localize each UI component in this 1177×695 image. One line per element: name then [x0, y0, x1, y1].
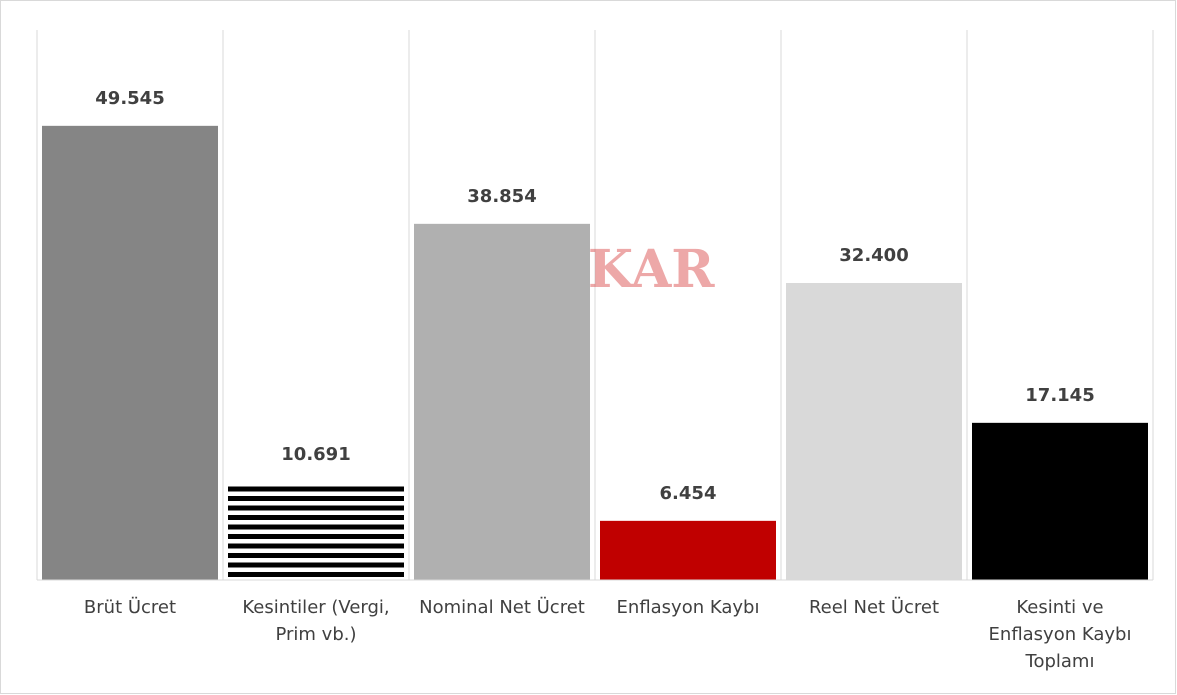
bar	[228, 481, 404, 580]
x-tick-label: Nominal Net Ücret	[419, 597, 585, 618]
x-tick-label: Kesintiler (Vergi, Prim vb.)	[242, 597, 390, 645]
value-label: 10.691	[281, 444, 350, 465]
value-label: 17.145	[1025, 385, 1094, 406]
x-tick-label: Kesinti ve Enflasyon Kaybı Toplamı	[988, 597, 1132, 672]
value-label: 49.545	[95, 88, 164, 109]
bar	[414, 223, 590, 581]
bar	[600, 520, 776, 580]
x-tick-label: Reel Net Ücret	[808, 597, 940, 618]
bar	[972, 422, 1148, 580]
bar	[42, 125, 218, 581]
bar	[786, 283, 962, 580]
value-label: 38.854	[467, 186, 536, 207]
x-tick-label: Enflasyon Kaybı	[616, 597, 760, 618]
value-label: 32.400	[839, 245, 908, 266]
value-label: 6.454	[660, 483, 717, 504]
x-tick-label: Brüt Ücret	[83, 597, 177, 618]
